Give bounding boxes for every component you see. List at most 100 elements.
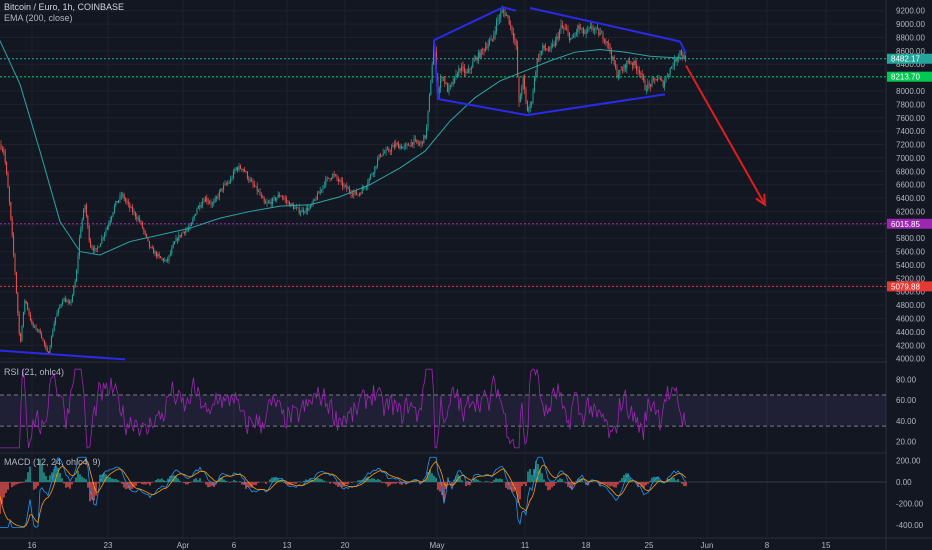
candle-body (347, 188, 349, 190)
candle-body (374, 166, 376, 174)
macd-tick-label: 200.00 (896, 456, 921, 465)
candle-body (77, 255, 79, 271)
macd-histogram-bar (139, 482, 141, 483)
candle-body (498, 18, 500, 19)
macd-histogram-bar (499, 478, 501, 483)
macd-histogram-bar (273, 477, 275, 483)
candle-body (249, 180, 251, 181)
macd-histogram-bar (607, 482, 609, 486)
rsi-band (0, 395, 886, 427)
candle-body (654, 78, 656, 80)
trend-line[interactable] (679, 41, 687, 54)
macd-histogram-bar (125, 482, 127, 490)
macd-histogram-bar (429, 469, 431, 483)
candle-body (598, 28, 600, 36)
candle-body (582, 27, 584, 34)
candle-body (57, 308, 59, 313)
macd-line[interactable] (0, 456, 687, 528)
macd-histogram-bar (3, 482, 5, 498)
candle-body (379, 154, 381, 157)
macd-histogram-bar (653, 476, 655, 483)
macd-histogram-bar (199, 478, 201, 483)
candle-body (263, 198, 265, 203)
candle-body (255, 186, 257, 187)
macd-histogram-bar (317, 478, 319, 483)
candle-body (372, 173, 374, 175)
candle-body (199, 205, 201, 208)
macd-histogram-bar (649, 480, 651, 483)
candle-body (288, 201, 290, 207)
macd-histogram-bar (209, 482, 211, 487)
macd-histogram-bar (103, 472, 105, 483)
macd-histogram-bar (97, 482, 99, 484)
candle-body (392, 145, 394, 148)
candle-body (178, 235, 180, 241)
time-axis[interactable]: 16 23 Apr 6 13 20 May 11 18 25 Jun 8 15 (28, 541, 831, 550)
candle-body (34, 325, 36, 327)
macd-tick-label: -400.00 (896, 521, 924, 530)
candle-body (501, 10, 503, 13)
candle-body (629, 61, 631, 64)
macd-histogram-bar (129, 482, 131, 490)
trend-line[interactable] (529, 7, 681, 43)
candle-body (319, 190, 321, 194)
x-tick-label: 23 (104, 541, 113, 550)
candle-body (42, 338, 44, 341)
candle-body (553, 44, 555, 46)
macd-histogram-bar (369, 479, 371, 483)
candle-body (244, 169, 246, 172)
candle-body (570, 38, 572, 40)
macd-histogram-bar (431, 473, 433, 483)
candle-body (608, 43, 610, 45)
candle-body (45, 344, 47, 348)
price-tick-label: 7000.00 (896, 154, 925, 163)
macd-histogram-bar (151, 482, 153, 483)
trend-line[interactable] (433, 6, 517, 42)
macd-signal-line[interactable] (0, 459, 687, 528)
candle-body (671, 67, 673, 69)
macd-histogram-bar (1, 482, 3, 505)
candle-body (293, 205, 295, 209)
candle-body (545, 48, 547, 50)
candle-body (210, 202, 212, 205)
candle-body (563, 27, 565, 29)
macd-histogram-bar (553, 482, 555, 486)
forecast-arrow[interactable] (685, 65, 766, 206)
ema-line[interactable] (0, 40, 687, 256)
macd-histogram-bar (309, 479, 311, 483)
macd-histogram-bar (507, 482, 509, 490)
rsi-pane[interactable] (0, 368, 886, 449)
candle-body (186, 229, 188, 231)
candle-body (318, 193, 320, 194)
rsi-line[interactable] (0, 368, 686, 449)
candle-body (204, 197, 206, 202)
candle-body (662, 80, 664, 87)
trend-line[interactable] (0, 349, 126, 361)
price-axis[interactable]: 9200.009000.008800.008600.008400.008200.… (887, 7, 932, 531)
candle-body (245, 171, 247, 173)
trend-line[interactable] (433, 40, 528, 117)
candle-body (455, 74, 457, 77)
macd-histogram-bar (99, 474, 101, 483)
candle-body (333, 173, 335, 175)
macd-histogram-bar (511, 482, 513, 492)
macd-histogram-bar (373, 478, 375, 483)
macd-histogram-bar (479, 481, 481, 483)
candle-body (661, 79, 663, 81)
candle-body (591, 26, 593, 29)
macd-histogram-bar (325, 481, 327, 483)
macd-histogram-bar (427, 472, 429, 483)
price-pane[interactable] (0, 5, 886, 361)
trend-line[interactable] (526, 93, 666, 117)
candle-body (308, 207, 310, 211)
candle-body (393, 145, 395, 147)
candle-body (438, 88, 440, 94)
macd-pane[interactable] (0, 456, 886, 528)
macd-histogram-bar (581, 478, 583, 483)
macd-histogram-bar (615, 482, 617, 488)
candle-body (112, 212, 114, 217)
candle-body (76, 270, 78, 282)
